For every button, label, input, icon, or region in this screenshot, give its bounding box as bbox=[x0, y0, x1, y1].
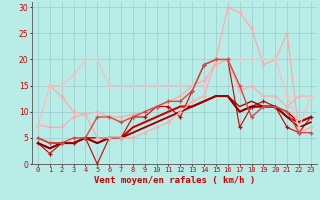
X-axis label: Vent moyen/en rafales ( km/h ): Vent moyen/en rafales ( km/h ) bbox=[94, 176, 255, 185]
